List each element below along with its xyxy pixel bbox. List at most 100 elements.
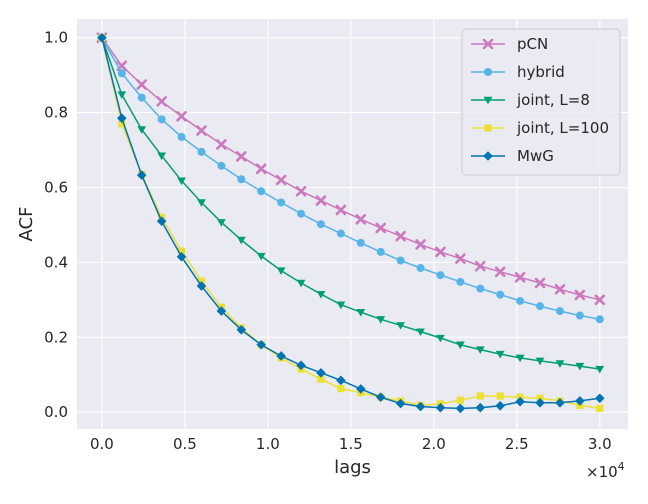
data-point-mwg xyxy=(117,113,127,124)
data-point-hybrid xyxy=(316,220,325,229)
data-point-pcn xyxy=(474,260,486,272)
data-point-mwg xyxy=(196,281,207,291)
data-point-joint-l-8 xyxy=(416,328,425,337)
data-point-hybrid xyxy=(197,147,206,156)
legend-marker xyxy=(482,38,494,50)
data-point-joint-l-100 xyxy=(496,392,504,400)
data-point-joint-l-8 xyxy=(216,219,226,227)
data-point-joint-l-100 xyxy=(177,247,186,255)
data-point-mwg xyxy=(594,393,605,404)
y-tick-label: 0.4 xyxy=(44,253,68,271)
data-point-joint-l-8 xyxy=(157,152,167,161)
legend-marker xyxy=(484,68,492,76)
data-point-joint-l-8 xyxy=(236,236,246,245)
x-axis-label: lags xyxy=(334,457,371,478)
data-point-pcn xyxy=(395,230,406,242)
data-point-mwg xyxy=(256,339,267,350)
data-point-joint-l-8 xyxy=(137,126,147,134)
data-point-joint-l-100 xyxy=(317,375,325,383)
data-point-mwg xyxy=(136,170,147,180)
legend: pCN hybrid joint, L=8 joint, L=100 MwG xyxy=(461,28,621,176)
data-point-pcn xyxy=(514,272,526,283)
x-tick-label: 0.5 xyxy=(173,435,197,453)
data-point-hybrid xyxy=(356,238,365,247)
x-tick-label: 2.0 xyxy=(422,435,446,453)
y-tick-label: 0.8 xyxy=(44,104,68,122)
x-tick-label: 1.5 xyxy=(339,435,363,453)
x-tick-label: 2.5 xyxy=(505,435,529,453)
data-point-mwg xyxy=(495,400,506,411)
data-point-mwg xyxy=(475,402,486,413)
data-point-mwg xyxy=(316,368,326,378)
data-point-pcn xyxy=(375,222,387,234)
data-point-hybrid xyxy=(396,256,405,265)
data-point-hybrid xyxy=(416,263,425,272)
data-point-mwg xyxy=(375,392,386,402)
legend-label: joint, L=8 xyxy=(516,91,590,109)
data-point-hybrid xyxy=(456,277,465,286)
data-point-pcn xyxy=(355,214,367,225)
data-point-pcn xyxy=(156,96,167,107)
series-joint-l-8 xyxy=(97,34,605,374)
legend-marker xyxy=(483,96,493,105)
data-point-joint-l-8 xyxy=(296,279,306,288)
data-point-pcn xyxy=(335,204,347,216)
data-point-joint-l-8 xyxy=(117,91,127,100)
data-point-pcn xyxy=(176,111,187,122)
data-point-pcn xyxy=(196,125,207,136)
data-point-joint-l-100 xyxy=(118,120,126,128)
data-point-pcn xyxy=(136,79,148,90)
x-offset-exponent: 4 xyxy=(618,460,625,473)
data-point-joint-l-8 xyxy=(555,360,565,368)
data-point-pcn xyxy=(415,239,426,250)
data-point-pcn xyxy=(295,185,307,197)
data-point-joint-l-8 xyxy=(256,252,266,261)
data-point-hybrid xyxy=(297,209,306,218)
data-point-mwg xyxy=(336,375,346,386)
data-point-hybrid xyxy=(555,307,564,316)
legend-marker xyxy=(484,124,492,132)
data-point-pcn xyxy=(275,174,287,186)
data-point-hybrid xyxy=(157,115,166,124)
data-point-mwg xyxy=(575,396,585,406)
data-point-joint-l-8 xyxy=(515,354,525,363)
data-point-pcn xyxy=(236,151,247,162)
data-point-joint-l-100 xyxy=(456,396,464,404)
data-point-hybrid xyxy=(536,302,545,311)
legend-label: hybrid xyxy=(517,63,565,81)
data-point-hybrid xyxy=(137,93,146,102)
data-point-mwg xyxy=(156,216,167,226)
data-point-joint-l-8 xyxy=(316,291,326,299)
data-point-joint-l-8 xyxy=(336,301,346,310)
data-point-mwg xyxy=(415,401,426,412)
data-point-joint-l-8 xyxy=(197,199,206,207)
data-point-joint-l-8 xyxy=(436,334,445,343)
data-point-hybrid xyxy=(595,315,604,324)
x-tick-label: 0.0 xyxy=(90,435,114,453)
legend-box xyxy=(461,28,621,176)
series-pcn xyxy=(96,32,606,306)
data-point-pcn xyxy=(255,163,267,175)
data-point-hybrid xyxy=(237,175,246,184)
y-tick-label: 1.0 xyxy=(44,29,68,47)
data-point-mwg xyxy=(216,306,227,316)
data-point-joint-l-8 xyxy=(356,308,366,317)
data-point-pcn xyxy=(435,246,446,258)
data-point-joint-l-8 xyxy=(177,177,186,186)
legend-item: joint, L=8 xyxy=(471,91,590,109)
data-point-hybrid xyxy=(177,132,186,141)
x-tick-label: 3.0 xyxy=(588,435,612,453)
data-point-hybrid xyxy=(257,187,266,196)
legend-item: joint, L=100 xyxy=(471,119,609,137)
series-line-joint-l-8 xyxy=(101,37,600,370)
data-point-mwg xyxy=(236,324,247,335)
data-point-mwg xyxy=(435,402,446,413)
data-point-pcn xyxy=(534,277,546,289)
data-point-joint-l-8 xyxy=(376,316,386,324)
data-point-joint-l-8 xyxy=(276,267,286,276)
data-point-mwg xyxy=(555,397,565,408)
series-mwg xyxy=(97,32,605,414)
y-tick-label: 0.2 xyxy=(44,328,68,346)
data-point-hybrid xyxy=(277,198,286,207)
data-point-pcn xyxy=(594,294,606,306)
